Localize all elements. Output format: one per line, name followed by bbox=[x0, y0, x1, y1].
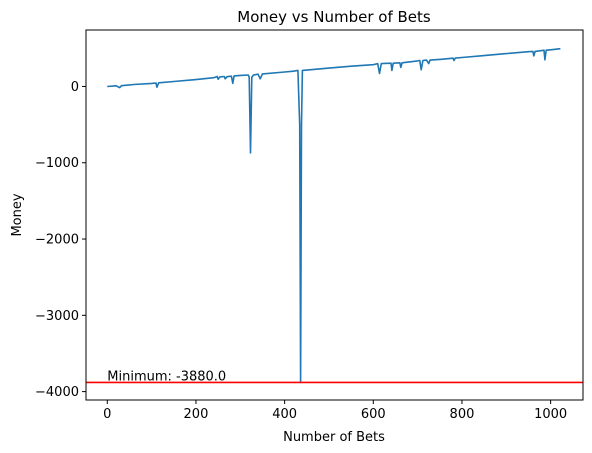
y-axis-label: Money bbox=[10, 193, 25, 236]
x-tick-label: 1000 bbox=[534, 407, 567, 422]
axes-frame bbox=[85, 29, 584, 401]
plot-area: Minimum: -3880.0 bbox=[85, 29, 584, 401]
y-tick-label: −4000 bbox=[35, 385, 79, 400]
minimum-annotation: Minimum: -3880.0 bbox=[107, 369, 226, 384]
y-tick-label: −3000 bbox=[35, 309, 79, 324]
x-tick-label: 0 bbox=[103, 407, 111, 422]
y-tick-label: −2000 bbox=[35, 233, 79, 248]
x-tick-label: 600 bbox=[361, 407, 386, 422]
chart-title: Money vs Number of Bets bbox=[237, 8, 431, 26]
y-tick-label: 0 bbox=[71, 80, 79, 95]
x-tick-label: 200 bbox=[184, 407, 209, 422]
axis-ticks: 0 200 400 600 800 1000 0 −1000 −2000 −3000 −4000 bbox=[35, 80, 567, 422]
x-axis-label: Number of Bets bbox=[283, 430, 385, 445]
x-tick-label: 400 bbox=[272, 407, 297, 422]
series-line-1 bbox=[107, 47, 561, 384]
y-tick-label: −1000 bbox=[35, 156, 79, 171]
x-tick-label: 800 bbox=[450, 407, 475, 422]
